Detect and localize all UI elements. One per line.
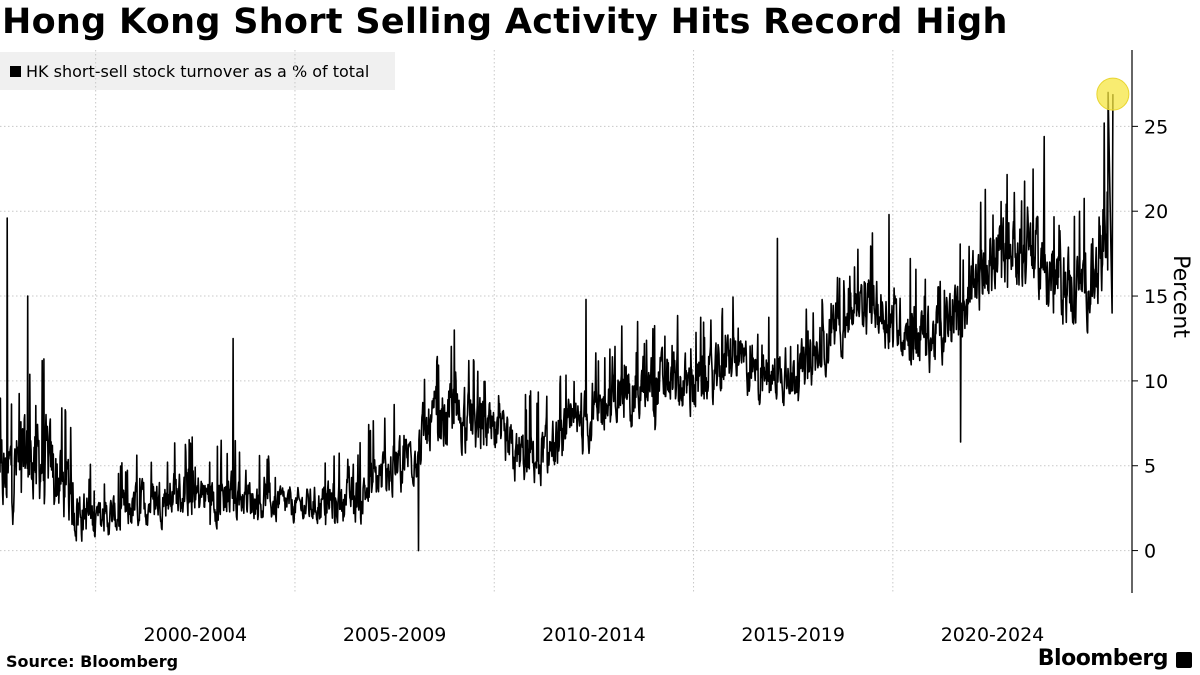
y-tick-label: 20: [1144, 201, 1168, 223]
x-tick-label: 2000-2004: [144, 624, 248, 646]
x-tick-label: 2010-2014: [542, 624, 646, 646]
y-tick-label: 25: [1144, 116, 1168, 138]
source-note: Source: Bloomberg: [6, 652, 179, 671]
x-tick-label: 2015-2019: [741, 624, 845, 646]
bloomberg-logo: Bloomberg: [1037, 646, 1169, 671]
series-line: [0, 91, 1114, 552]
marker-layer: [1096, 77, 1130, 111]
y-tick-label: 5: [1144, 456, 1156, 478]
legend: HK short-sell stock turnover as a % of t…: [0, 52, 395, 90]
bloomberg-mark-icon: [1176, 652, 1192, 668]
legend-swatch: [10, 65, 21, 77]
record-high-marker: [1096, 77, 1130, 111]
y-tick-label: 0: [1144, 541, 1156, 563]
y-tick-label: 15: [1144, 286, 1168, 308]
y-axis-title: Percent: [1168, 255, 1193, 338]
x-tick-label: 2005-2009: [343, 624, 447, 646]
legend-label: HK short-sell stock turnover as a % of t…: [26, 61, 370, 81]
series-line-layer: [0, 91, 1114, 552]
x-tick-label: 2020-2024: [941, 624, 1045, 646]
y-axis: 0 5 10 15 20 25 Percent: [1131, 50, 1193, 593]
x-axis: 2000-2004 2005-2009 2010-2014 2015-2019 2020…: [144, 624, 1045, 646]
y-tick-label: 10: [1144, 371, 1168, 393]
chart-title: Hong Kong Short Selling Activity Hits Re…: [2, 2, 1008, 42]
